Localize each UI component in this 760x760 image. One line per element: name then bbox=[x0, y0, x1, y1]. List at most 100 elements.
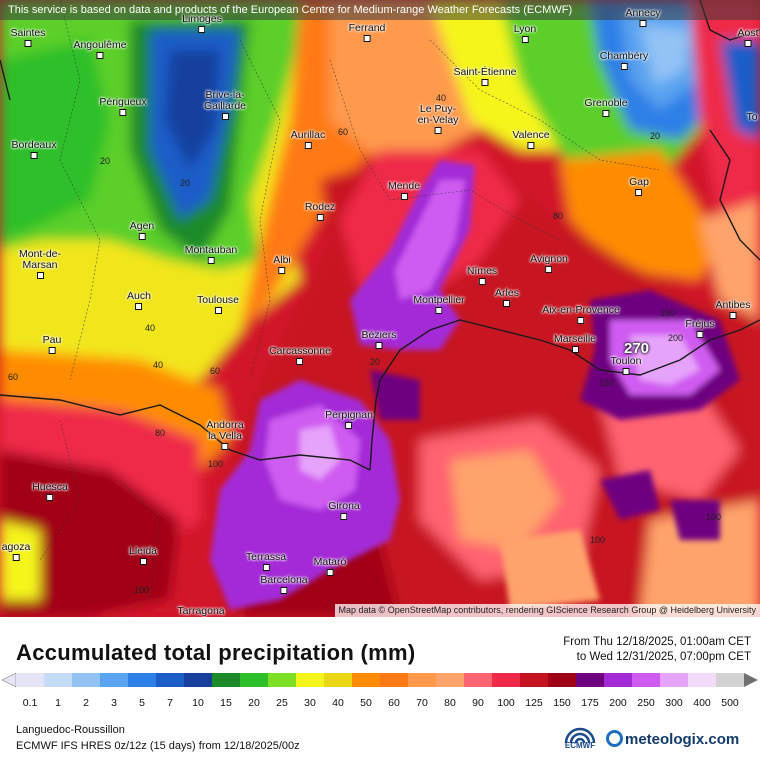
scale-swatch bbox=[324, 673, 353, 687]
scale-swatch bbox=[72, 673, 101, 687]
isoline-label: 100 bbox=[208, 459, 224, 469]
isoline-label: 100 bbox=[590, 535, 606, 545]
city-label: Marseille bbox=[554, 334, 596, 353]
scale-tick-label: 5 bbox=[139, 697, 145, 709]
city-label: Brive-la- Gaillarde bbox=[204, 90, 246, 120]
scale-tick-label: 80 bbox=[444, 697, 456, 709]
city-label: Avignon bbox=[530, 254, 568, 273]
city-label: Andorra la Vella bbox=[206, 420, 244, 450]
city-label: Carcassonne bbox=[269, 346, 331, 365]
city-label: Perpignan bbox=[325, 410, 373, 429]
scale-tick-label: 0.1 bbox=[22, 697, 38, 709]
isoline-label: 40 bbox=[145, 323, 156, 333]
city-label: agoza bbox=[2, 542, 30, 561]
period-to: to Wed 12/31/2025, 07:00pm CET bbox=[576, 651, 751, 663]
city-label: Montpellier bbox=[413, 295, 465, 314]
city-label: Saint-Étienne bbox=[453, 67, 517, 86]
city-label: Albi bbox=[273, 255, 291, 274]
scale-swatch bbox=[240, 673, 269, 687]
isoline-label: 80 bbox=[553, 211, 564, 221]
ecmwf-logo: ECMWF bbox=[560, 727, 600, 757]
city-label: Limoges bbox=[182, 14, 222, 33]
isoline-label: 20 bbox=[180, 178, 191, 188]
city-label: Montauban bbox=[185, 245, 237, 264]
scale-tick-label: 150 bbox=[553, 697, 571, 709]
isoline-label: 20 bbox=[100, 156, 111, 166]
scale-swatch bbox=[16, 673, 45, 687]
city-label: Grenoble bbox=[584, 98, 628, 117]
isoline-label: 150 bbox=[599, 378, 615, 388]
city-label: Arles bbox=[495, 288, 519, 307]
city-label: Aix-en-Provence bbox=[542, 305, 620, 324]
city-label: Périgueux bbox=[99, 97, 147, 116]
scale-swatch bbox=[352, 673, 381, 687]
scale-tick-label: 200 bbox=[609, 697, 627, 709]
scale-tick-label: 3 bbox=[111, 697, 117, 709]
scale-swatch bbox=[156, 673, 185, 687]
scale-tick-label: 20 bbox=[248, 697, 260, 709]
scale-swatch bbox=[380, 673, 409, 687]
scale-swatch bbox=[604, 673, 633, 687]
scale-arrow-left bbox=[1, 672, 17, 688]
color-scale-labels: 0.1 1 2 3 5 7 10 15 20 25 30 40 50 60 70 80 90 100 125 150 1… bbox=[16, 697, 744, 711]
city-label: Gap bbox=[629, 177, 649, 196]
city-label: Toulon bbox=[611, 356, 641, 375]
city-label: Aurillac bbox=[291, 130, 325, 149]
map-attribution: Map data © OpenStreetMap contributors, r… bbox=[334, 604, 760, 617]
scale-tick-label: 90 bbox=[472, 697, 484, 709]
precip-field bbox=[0, 0, 760, 617]
forecast-period: From Thu 12/18/2025, 01:00am CET to Wed … bbox=[563, 635, 751, 665]
scale-tick-label: 2 bbox=[83, 697, 89, 709]
scale-swatch bbox=[660, 673, 689, 687]
scale-tick-label: 500 bbox=[721, 697, 739, 709]
scale-tick-label: 50 bbox=[360, 697, 372, 709]
isoline-label: 20 bbox=[650, 131, 661, 141]
scale-tick-label: 25 bbox=[276, 697, 288, 709]
city-label: Chambéry bbox=[600, 51, 648, 70]
city-label: Angoulême bbox=[73, 40, 127, 59]
isoline-label: 20 bbox=[370, 357, 381, 367]
precipitation-map: This service is based on data and produc… bbox=[0, 0, 760, 617]
city-label: To bbox=[746, 111, 758, 123]
scale-swatch bbox=[520, 673, 549, 687]
scale-swatch bbox=[464, 673, 493, 687]
model-run-info: ECMWF IFS HRES 0z/12z (15 days) from 12/… bbox=[16, 740, 300, 752]
region-borders bbox=[39, 0, 661, 601]
city-label: Annecy bbox=[625, 8, 661, 27]
city-label: Huesca bbox=[32, 482, 68, 501]
city-label: Pau bbox=[43, 335, 61, 354]
scale-swatch bbox=[688, 673, 717, 687]
scale-swatch bbox=[436, 673, 465, 687]
city-label: Barcelona bbox=[260, 575, 308, 594]
scale-tick-label: 15 bbox=[220, 697, 232, 709]
scale-tick-label: 100 bbox=[497, 697, 515, 709]
isoline-label: 40 bbox=[153, 360, 164, 370]
region-name: Languedoc-Roussillon bbox=[16, 724, 125, 736]
color-scale-bar bbox=[1, 672, 758, 688]
city-label: Béziers bbox=[361, 330, 397, 349]
period-from: From Thu 12/18/2025, 01:00am CET bbox=[563, 636, 751, 648]
max-precip-label: 270 bbox=[624, 340, 650, 357]
city-label: Lyon bbox=[514, 24, 536, 43]
ecmwf-notice: This service is based on data and produc… bbox=[0, 0, 760, 20]
scale-tick-label: 70 bbox=[416, 697, 428, 709]
isoline-label: 100 bbox=[134, 585, 150, 595]
city-label: Nîmes bbox=[467, 266, 497, 285]
scale-swatch bbox=[296, 673, 325, 687]
city-label: Toulouse bbox=[197, 295, 239, 314]
legend-panel: Accumulated total precipitation (mm) Fro… bbox=[0, 617, 760, 760]
isoline-label: 200 bbox=[668, 333, 684, 343]
meteologix-ring-icon bbox=[606, 730, 623, 747]
isoline-label: 150 bbox=[660, 308, 676, 318]
scale-tick-label: 7 bbox=[167, 697, 173, 709]
city-label: Agen bbox=[130, 221, 154, 240]
ecmwf-logo-text: ECMWF bbox=[564, 741, 596, 750]
scale-tick-label: 400 bbox=[693, 697, 711, 709]
ecmwf-arc-icon bbox=[564, 727, 596, 744]
scale-swatch bbox=[548, 673, 577, 687]
scale-swatch bbox=[492, 673, 521, 687]
city-label: Mende bbox=[388, 181, 420, 200]
city-label: Fréjus bbox=[685, 319, 715, 338]
scale-tick-label: 10 bbox=[192, 697, 204, 709]
meteologix-logo[interactable]: meteologix.com bbox=[606, 730, 739, 748]
